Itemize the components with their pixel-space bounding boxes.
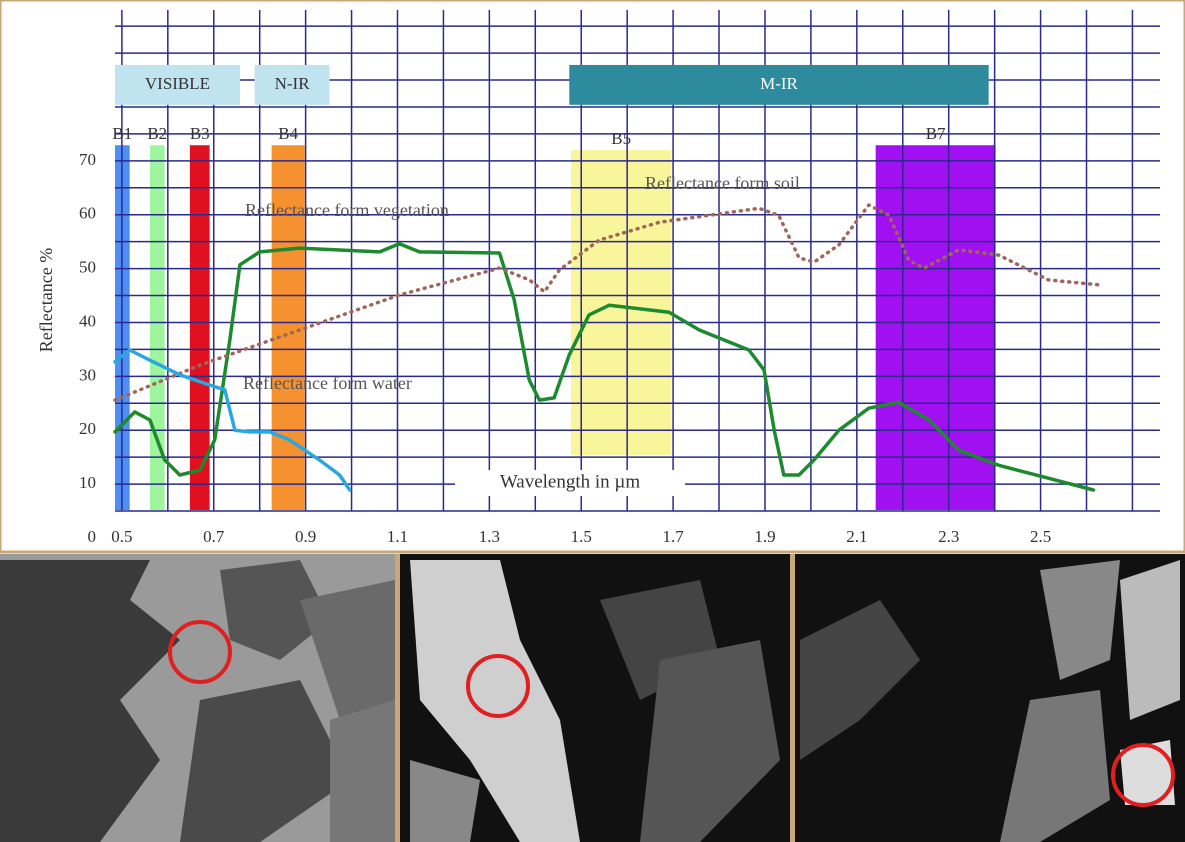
band-label: B3 <box>190 124 210 143</box>
series-label: Reflectance form water <box>243 373 412 393</box>
x-tick-label: 1.9 <box>754 527 775 546</box>
band-label: B7 <box>926 124 946 143</box>
x-tick-label: 2.1 <box>846 527 867 546</box>
x-tick-label: 2.5 <box>1030 527 1051 546</box>
region-label: M-IR <box>760 74 798 93</box>
x-tick-label: 1.1 <box>387 527 408 546</box>
band <box>876 145 996 510</box>
y-tick-label: 40 <box>79 311 96 330</box>
y-tick-label: 30 <box>79 365 96 384</box>
y-tick-label: 10 <box>79 473 96 492</box>
image-panel <box>395 554 790 842</box>
series-label: Reflectance form vegetation <box>245 200 449 220</box>
band-label: B4 <box>278 124 298 143</box>
x-tick-label: 0.5 <box>111 527 132 546</box>
x-tick-label: 1.5 <box>571 527 592 546</box>
figure: B1 B2 B3 B4 B5 B7 VISIBLE N-IR M-IR Reflectance f… <box>0 0 1185 842</box>
image-panel <box>0 554 395 842</box>
image-panel <box>790 554 1185 842</box>
band-label: B5 <box>611 129 631 148</box>
band-label: B1 <box>112 124 132 143</box>
x-tick-label: 0.9 <box>295 527 316 546</box>
page: {"chart_data": {"type": "line", "x_label… <box>0 0 1185 842</box>
y-tick-label: 20 <box>79 419 96 438</box>
y-tick-label: 0 <box>88 527 97 546</box>
x-axis-label: Wavelength in µm <box>500 471 640 492</box>
x-tick-label: 1.3 <box>479 527 500 546</box>
x-tick-label: 0.7 <box>203 527 225 546</box>
y-tick-label: 70 <box>79 150 96 169</box>
band <box>571 150 671 455</box>
y-tick-label: 60 <box>79 204 96 223</box>
y-axis-label: Reflectance % <box>36 248 56 352</box>
y-tick-label: 50 <box>79 258 96 277</box>
series-label: Reflectance form soil <box>645 173 800 193</box>
region-label: VISIBLE <box>145 74 210 93</box>
x-tick-label: 1.7 <box>662 527 684 546</box>
band-label: B2 <box>147 124 167 143</box>
x-tick-label: 2.3 <box>938 527 959 546</box>
region-label: N-IR <box>275 74 311 93</box>
